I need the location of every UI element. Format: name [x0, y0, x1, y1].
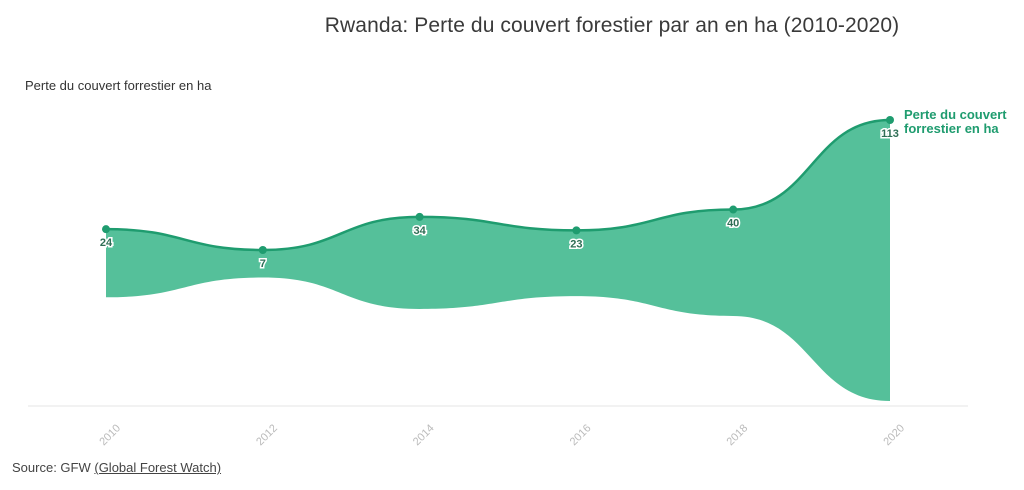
- data-point-2010[interactable]: [102, 225, 110, 234]
- data-point-2020[interactable]: [886, 116, 894, 124]
- source-note: Source: GFW (Global Forest Watch): [12, 460, 221, 475]
- data-label-2016: 23: [570, 238, 582, 250]
- data-point-2012[interactable]: [258, 246, 267, 254]
- series-line: [105, 118, 891, 252]
- x-tick-label-2016: 2016: [568, 422, 594, 448]
- chart-title: Rwanda: Perte du couvert forestier par a…: [324, 14, 900, 37]
- y-axis-label: Perte du couvert forrestier en ha: [25, 78, 212, 93]
- data-point-2014[interactable]: [415, 212, 424, 221]
- x-tick-label-2020: 2020: [881, 422, 907, 448]
- data-point-2018[interactable]: [729, 205, 738, 214]
- x-tick-label-2010: 2010: [97, 422, 123, 448]
- data-label-2012: 7: [260, 258, 266, 270]
- data-label-2010: 24: [100, 237, 113, 249]
- data-label-2018: 40: [727, 218, 739, 230]
- x-tick-label-2014: 2014: [411, 422, 437, 448]
- x-tick-label-2018: 2018: [725, 422, 751, 448]
- data-point-2016[interactable]: [572, 226, 581, 235]
- series-label-line-1: Perte du couvert: [904, 107, 1007, 122]
- series-label-line-2: forrestier en ha: [904, 121, 999, 136]
- source-prefix: Source: GFW: [12, 460, 95, 475]
- x-tick-label-2012: 2012: [254, 422, 280, 448]
- area-shape: [106, 120, 890, 401]
- data-label-2020: 113: [881, 128, 899, 140]
- source-link[interactable]: (Global Forest Watch): [94, 460, 222, 475]
- data-label-2014: 34: [413, 225, 426, 237]
